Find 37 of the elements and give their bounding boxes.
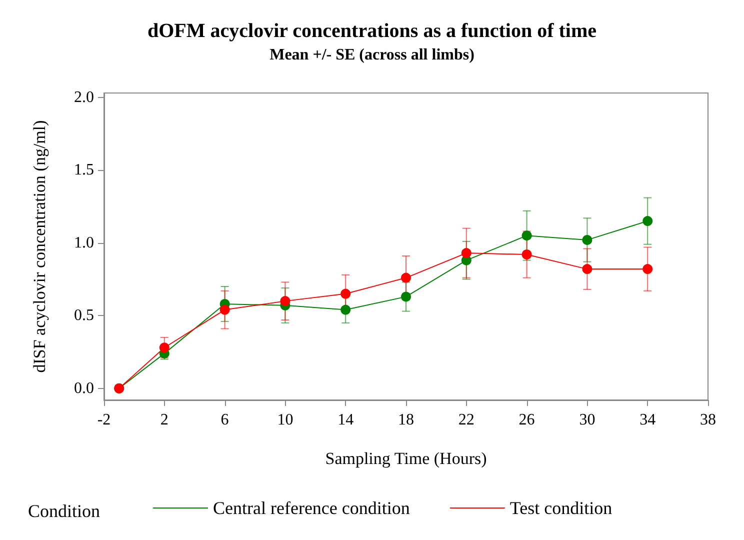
point <box>159 342 170 353</box>
y-tick-label: 2.0 <box>74 88 94 106</box>
legend-title: Condition <box>28 501 100 521</box>
x-tick-label: 38 <box>700 412 716 428</box>
point <box>642 216 653 226</box>
y-tick-label: 0.5 <box>74 307 94 324</box>
point <box>280 296 290 306</box>
y-axis-title: dISF acyclovir concentration (ng/ml) <box>30 120 49 373</box>
x-tick-label: 2 <box>160 412 168 428</box>
x-tick-label: 14 <box>338 412 354 428</box>
point <box>401 272 411 283</box>
y-tick-label: 1.5 <box>74 162 94 179</box>
chart-subtitle: Mean +/- SE (across all limbs) <box>270 46 474 64</box>
x-tick-label: 18 <box>398 412 414 428</box>
point <box>582 234 592 245</box>
y-tick-label: 0.0 <box>74 380 94 397</box>
x-tick-label: -2 <box>97 412 111 428</box>
point <box>642 264 653 274</box>
chart-title: dOFM acyclovir concentrations as a function of time <box>147 20 597 42</box>
point <box>340 288 351 299</box>
x-tick-label: 22 <box>458 412 474 428</box>
point <box>220 304 230 315</box>
legend-label: Test condition <box>510 498 612 518</box>
point <box>340 304 351 315</box>
x-tick-label: 26 <box>518 412 535 428</box>
x-axis-title: Sampling Time (Hours) <box>325 449 487 468</box>
x-tick-label: 10 <box>277 412 294 428</box>
point <box>461 248 472 258</box>
x-tick-label: 6 <box>220 412 229 428</box>
point <box>582 264 592 274</box>
point <box>522 230 532 241</box>
legend-label: Central reference condition <box>213 498 410 518</box>
point <box>522 250 532 260</box>
x-tick-label: 30 <box>579 412 596 428</box>
y-tick-label: 1.0 <box>74 234 94 252</box>
x-tick-label: 34 <box>640 412 656 428</box>
point <box>401 292 411 302</box>
